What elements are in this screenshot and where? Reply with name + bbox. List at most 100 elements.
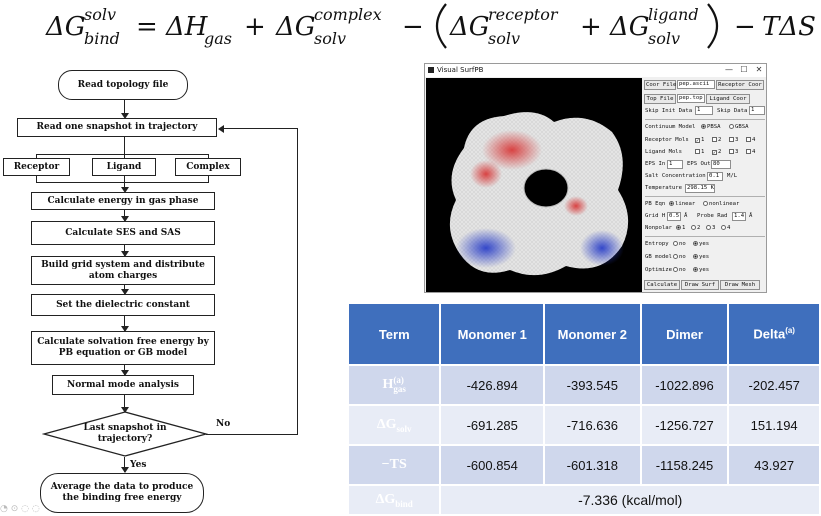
skip-data-label: Skip Data bbox=[717, 108, 748, 114]
salt-unit: M/L bbox=[727, 173, 738, 179]
continuum-model-label: Continuum Model bbox=[645, 124, 696, 130]
connector bbox=[36, 182, 209, 184]
table-cell: -1158.245 bbox=[639, 444, 730, 486]
eq-t3-symbol: ΔG bbox=[449, 12, 490, 42]
gbsa-radio[interactable]: GBSA bbox=[729, 122, 748, 132]
eps-out-field[interactable]: 80 bbox=[711, 160, 731, 169]
entropy-no-radio[interactable]: no bbox=[673, 239, 686, 249]
receptor-mol-1-checkbox[interactable]: ✓ 1 bbox=[695, 137, 705, 144]
receptor-mol-3-checkbox[interactable]: 3 bbox=[729, 135, 738, 145]
ligand-mol-2-checkbox[interactable]: ✓ 2 bbox=[712, 149, 722, 156]
receptor-mols-label: Receptor Mols bbox=[645, 137, 689, 143]
skip-data-field[interactable]: 1 bbox=[749, 106, 765, 115]
ligand-mol-2-label: 2 bbox=[718, 149, 722, 155]
gb-model-no-radio[interactable]: no bbox=[673, 252, 686, 262]
row-term-hgas: H (a) gas bbox=[346, 364, 442, 406]
top-file-field[interactable]: pep.top bbox=[677, 94, 705, 103]
temperature-label: Temperature bbox=[645, 185, 683, 191]
pb-eqn-label: PB Eqn bbox=[645, 201, 666, 207]
calculate-button[interactable]: Calculate bbox=[644, 280, 680, 290]
linear-label: linear bbox=[675, 201, 696, 207]
eps-out-label: EPS Out bbox=[687, 161, 711, 167]
grid-h-label: Grid H bbox=[645, 213, 666, 219]
connector bbox=[124, 457, 126, 472]
nonpolar-1-radio[interactable]: 1 bbox=[676, 223, 685, 233]
hgas-sup: (a) bbox=[393, 375, 404, 385]
receptor-mol-2-checkbox[interactable]: 2 bbox=[712, 135, 721, 145]
flowchart: Read topology file Read one snapshot in … bbox=[0, 58, 320, 516]
grid-h-field[interactable]: 0.5 bbox=[667, 212, 681, 221]
ligand-mol-4-checkbox[interactable]: 4 bbox=[746, 147, 755, 157]
corner-decoration-icon: ◔ ⊙ ◌ ◌ bbox=[0, 504, 40, 514]
table-row: ΔGsolv -691.285 -716.636 -1256.727 151.1… bbox=[346, 404, 821, 446]
eq-t1-symbol: ΔH bbox=[165, 12, 209, 42]
table-cell: 151.194 bbox=[727, 404, 821, 446]
table-cell: -393.545 bbox=[543, 364, 642, 406]
coor-file-button[interactable]: Coor File bbox=[644, 80, 677, 90]
pbsa-radio[interactable]: PBSA bbox=[701, 122, 720, 132]
optimize-yes-radio[interactable]: yes bbox=[693, 265, 709, 275]
draw-surf-button[interactable]: Draw Surf bbox=[681, 280, 719, 290]
row-term-ts: −TS bbox=[346, 444, 442, 486]
table-cell: -691.285 bbox=[439, 404, 546, 446]
arrow-head bbox=[120, 467, 129, 473]
table-cell: 43.927 bbox=[727, 444, 821, 486]
arrow-head bbox=[120, 326, 129, 332]
eq-t1-sub: gas bbox=[204, 29, 232, 48]
table-header-row: Term Monomer 1 Monomer 2 Dimer Delta(a) bbox=[346, 302, 821, 366]
entropy-yes-label: yes bbox=[699, 241, 710, 247]
ligand-mol-4-label: 4 bbox=[752, 149, 756, 155]
probe-rad-unit: Å bbox=[749, 213, 753, 219]
probe-rad-field[interactable]: 1.4 bbox=[732, 212, 746, 221]
nonlinear-radio[interactable]: nonlinear bbox=[703, 199, 739, 209]
nonpolar-3-label: 3 bbox=[712, 225, 716, 231]
receptor-mol-4-checkbox[interactable]: 4 bbox=[746, 135, 755, 145]
row-term-gsolv: ΔGsolv bbox=[346, 404, 442, 446]
eq-right-paren bbox=[707, 3, 719, 49]
nonpolar-3-radio[interactable]: 3 bbox=[706, 223, 715, 233]
app-icon bbox=[428, 67, 434, 73]
read-snapshot-step: Read one snapshot in trajectory bbox=[17, 118, 217, 137]
average-step: Average the data to produce the binding … bbox=[40, 473, 204, 513]
entropy-yes-radio[interactable]: yes bbox=[693, 239, 709, 249]
ligand-mol-1-label: 1 bbox=[701, 149, 705, 155]
window-titlebar: Visual SurfPB — ☐ ✕ bbox=[425, 64, 766, 77]
receptor-coor-button[interactable]: Receptor Coor bbox=[716, 80, 764, 90]
minimize-icon[interactable]: — bbox=[725, 65, 733, 74]
draw-mesh-button[interactable]: Draw Mesh bbox=[720, 280, 760, 290]
ligand-coor-button[interactable]: Ligand Coor bbox=[706, 94, 750, 104]
nonpolar-label: Nonpolar bbox=[645, 225, 672, 231]
temperature-field[interactable]: 298.15 K bbox=[685, 184, 715, 193]
nonpolar-2-radio[interactable]: 2 bbox=[691, 223, 700, 233]
ligand-mol-1-checkbox[interactable]: 1 bbox=[695, 147, 704, 157]
no-label: No bbox=[216, 419, 231, 429]
complex-step: Complex bbox=[175, 158, 241, 176]
coor-file-field[interactable]: pep.ascii bbox=[677, 80, 715, 89]
solvation-step: Calculate solvation free energy by PB eq… bbox=[31, 331, 215, 365]
salt-concentration-field[interactable]: 0.1 bbox=[707, 172, 723, 181]
eps-in-label: EPS In bbox=[645, 161, 666, 167]
gb-model-yes-radio[interactable]: yes bbox=[693, 252, 709, 262]
ligand-mol-3-checkbox[interactable]: 3 bbox=[729, 147, 738, 157]
table-cell: -600.854 bbox=[439, 444, 546, 486]
linear-radio[interactable]: linear bbox=[669, 199, 695, 209]
eq-t4-symbol: ΔG bbox=[609, 12, 650, 42]
visual-surfpb-window: Visual SurfPB — ☐ ✕ bbox=[424, 63, 767, 293]
top-file-button[interactable]: Top File bbox=[644, 94, 676, 104]
eps-in-field[interactable]: 1 bbox=[667, 160, 683, 169]
connector bbox=[124, 137, 126, 154]
connector bbox=[36, 176, 38, 182]
optimize-no-radio[interactable]: no bbox=[673, 265, 686, 275]
receptor-mol-3-label: 3 bbox=[735, 137, 739, 143]
maximize-icon[interactable]: ☐ bbox=[740, 65, 748, 74]
eq-plus-2: + bbox=[580, 12, 602, 42]
skip-init-field[interactable]: 1 bbox=[695, 106, 713, 115]
arrow-head bbox=[120, 216, 129, 222]
molecular-surface-viewport[interactable] bbox=[426, 78, 642, 293]
connector bbox=[124, 210, 126, 221]
nonpolar-4-radio[interactable]: 4 bbox=[721, 223, 730, 233]
header-monomer-2: Monomer 2 bbox=[543, 302, 642, 366]
close-icon[interactable]: ✕ bbox=[755, 65, 763, 74]
surface-mesh bbox=[449, 112, 629, 276]
table-cell: -1256.727 bbox=[639, 404, 730, 446]
